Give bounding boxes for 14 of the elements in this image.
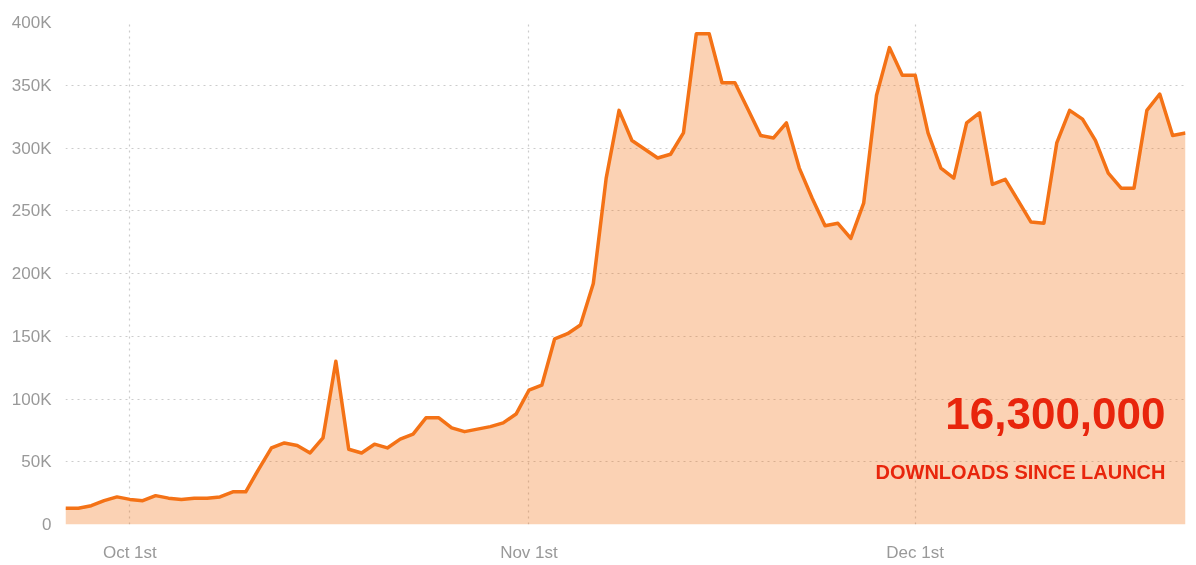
y-tick-label: 0	[42, 515, 52, 534]
y-tick-label: 100K	[11, 389, 53, 409]
y-tick-label: 300K	[11, 138, 53, 158]
y-tick-label: 150K	[11, 326, 53, 346]
x-tick-label: Dec 1st	[886, 542, 945, 562]
annotation: 16,300,000	[945, 388, 1166, 438]
y-tick-label: 50K	[21, 452, 53, 472]
x-tick-label: Oct 1st	[102, 542, 158, 562]
y-tick-label: 200K	[11, 264, 53, 283]
x-tick-label: Nov 1st	[500, 542, 559, 562]
annotation: DOWNLOADS SINCE LAUNCH	[875, 460, 1166, 483]
y-tick-label: 350K	[11, 75, 53, 95]
y-tick-label: 250K	[11, 201, 53, 221]
y-tick-label: 400K	[11, 13, 53, 32]
